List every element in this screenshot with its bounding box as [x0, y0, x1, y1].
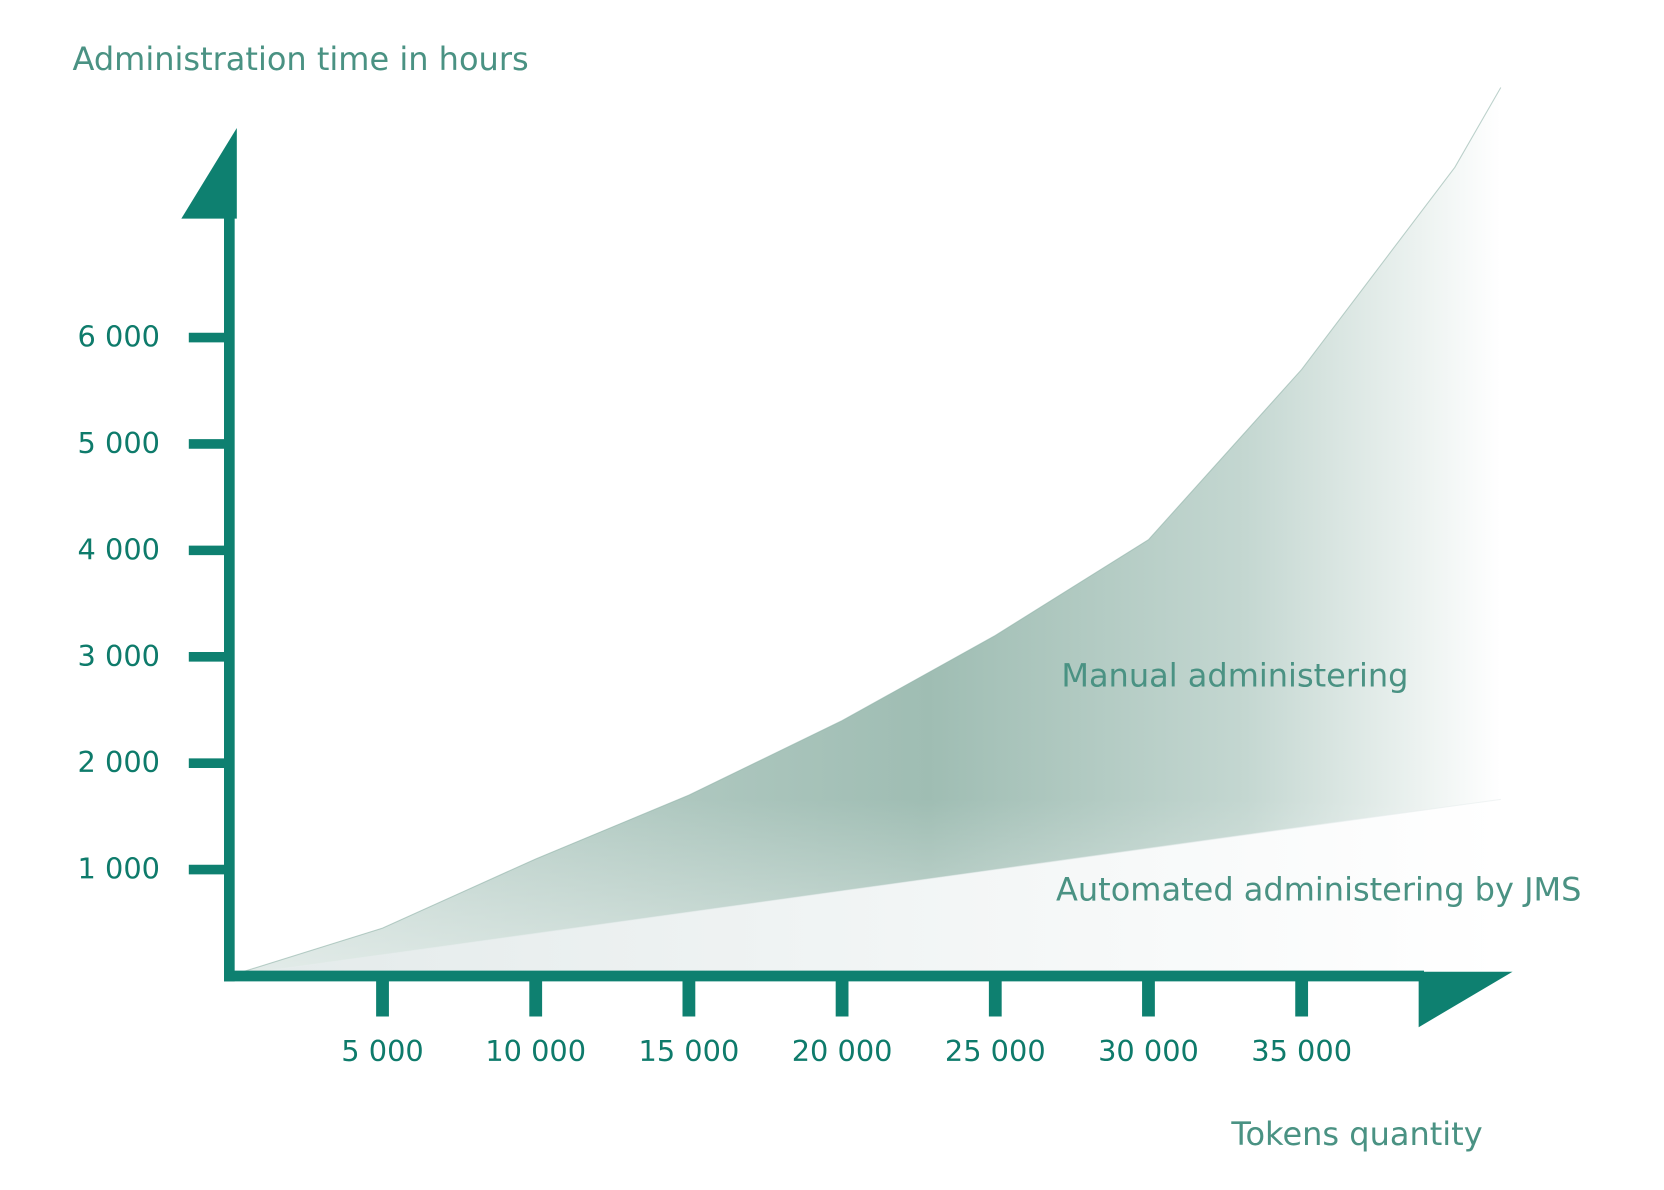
x-axis-title: Tokens quantity: [1230, 1115, 1482, 1153]
x-axis-arrow: [1418, 971, 1513, 1028]
y-tick-label: 2 000: [78, 745, 160, 779]
x-tick-label: 30 000: [1098, 1034, 1199, 1068]
x-tick-label: 25 000: [945, 1034, 1046, 1068]
y-axis-arrow: [181, 128, 237, 219]
y-tick-label: 4 000: [78, 532, 160, 566]
legend-label: Automated administering by JMS: [1056, 871, 1581, 909]
x-tick-label: 20 000: [792, 1034, 893, 1068]
y-tick-label: 6 000: [78, 320, 160, 354]
x-tick-label: 10 000: [485, 1034, 586, 1068]
y-tick-label: 3 000: [78, 639, 160, 673]
x-tick-label: 5 000: [341, 1034, 423, 1068]
x-tick-label: 35 000: [1251, 1034, 1352, 1068]
x-tick-label: 15 000: [639, 1034, 740, 1068]
y-tick-label: 1 000: [78, 852, 160, 886]
legend-label: Manual administering: [1061, 656, 1408, 694]
area-edge: [229, 798, 1501, 977]
y-tick-label: 5 000: [78, 426, 160, 460]
area-edge: [229, 87, 1502, 977]
y-axis-title: Administration time in hours: [73, 40, 529, 78]
area-fill: [229, 87, 1501, 977]
